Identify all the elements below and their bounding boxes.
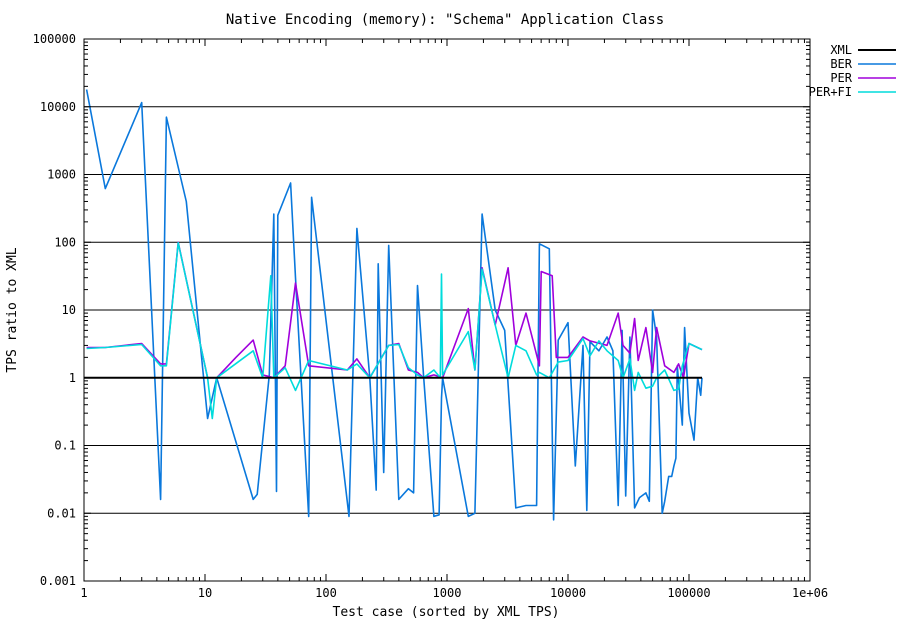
y-tick-label: 10 <box>62 303 76 317</box>
x-tick-label: 1 <box>80 586 87 600</box>
x-tick-label: 100000 <box>667 586 710 600</box>
legend-label-ber: BER <box>830 57 852 71</box>
y-tick-label: 10000 <box>40 100 76 114</box>
y-tick-label: 0.001 <box>40 574 76 588</box>
y-tick-label: 0.1 <box>54 439 76 453</box>
x-axis-title: Test case (sorted by XML TPS) <box>333 605 560 620</box>
axis-ticks: 0.001 0.01 0.1 1 10 100 1000 10000 100000 1 10 100 1… <box>33 32 828 600</box>
series-line-per-fi <box>86 242 703 420</box>
y-tick-label: 1000 <box>47 168 76 182</box>
x-tick-label: 1000 <box>433 586 462 600</box>
y-tick-label: 0.01 <box>47 506 76 520</box>
chart-title: Native Encoding (memory): "Schema" Appli… <box>226 12 664 28</box>
gridlines <box>84 38 810 582</box>
legend-label-per: PER <box>830 71 852 85</box>
y-tick-label: 100000 <box>33 32 76 46</box>
y-tick-label: 1 <box>69 371 76 385</box>
series-line-ber <box>85 89 703 521</box>
x-tick-label: 10000 <box>550 586 586 600</box>
x-tick-label: 100 <box>315 586 337 600</box>
y-axis-title: TPS ratio to XML <box>5 247 20 372</box>
legend-label-per-fi: PER+FI <box>809 85 852 99</box>
x-tick-label: 10 <box>198 586 212 600</box>
legend-label-xml: XML <box>830 43 852 57</box>
y-tick-label: 100 <box>54 235 76 249</box>
x-tick-label: 1e+06 <box>792 586 828 600</box>
series-layer <box>84 89 703 521</box>
